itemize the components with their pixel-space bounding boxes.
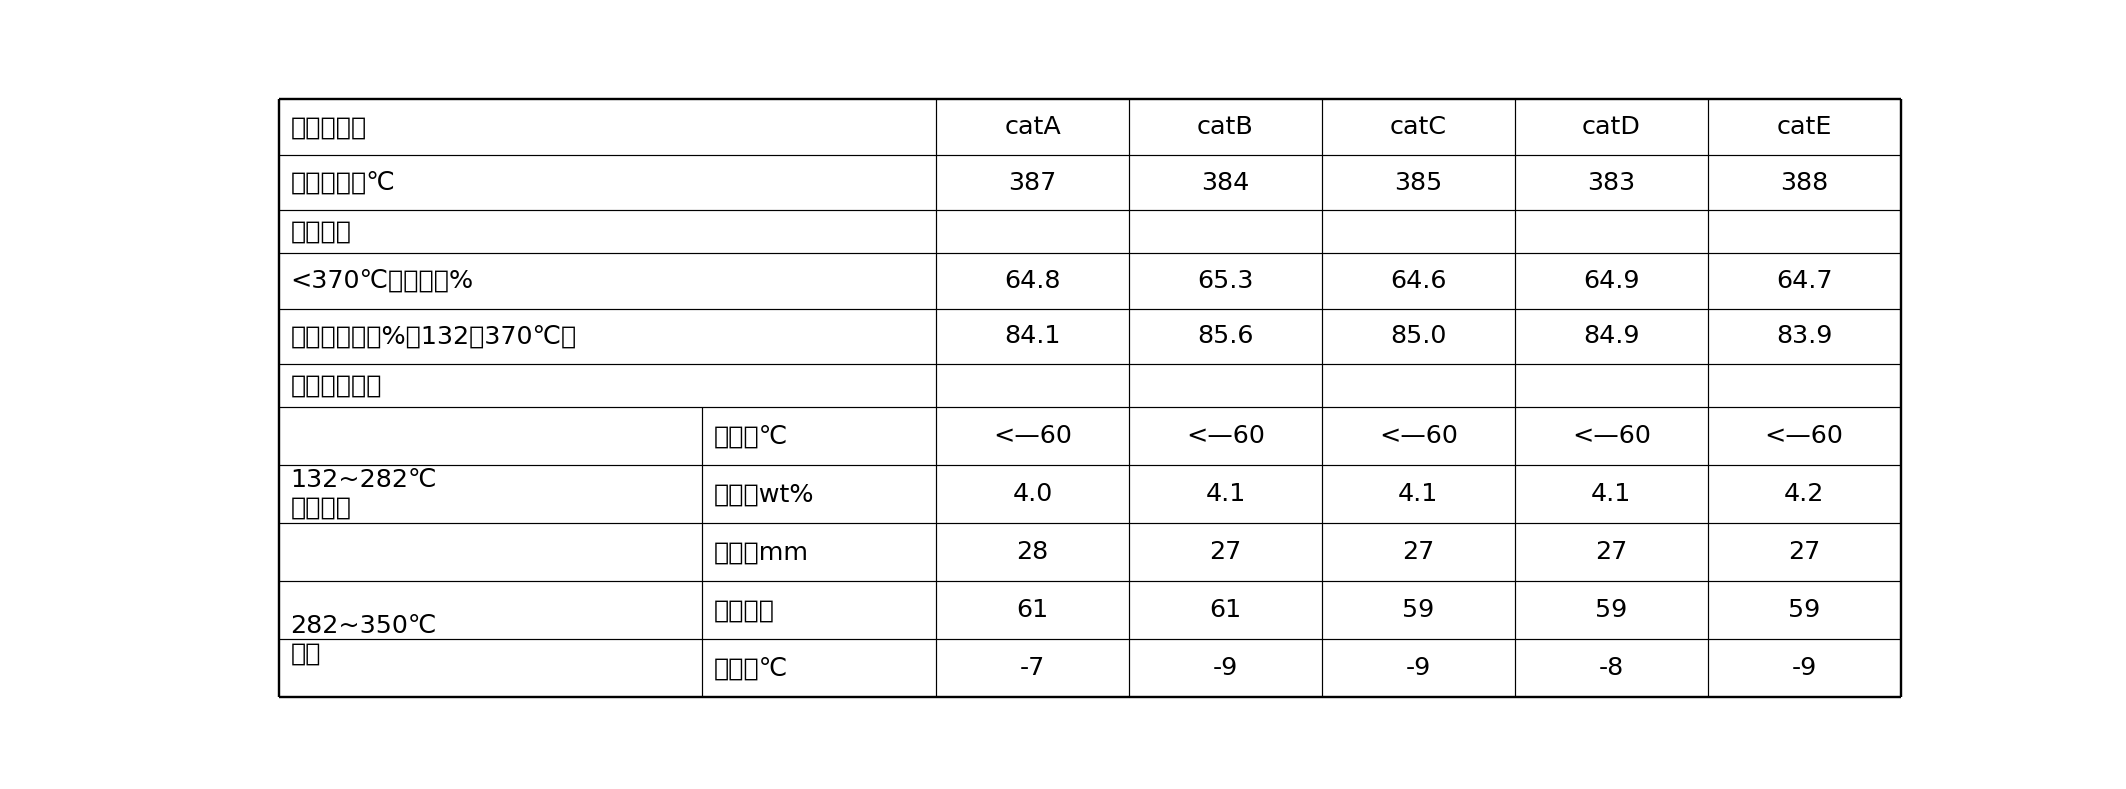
Text: 61: 61 xyxy=(1210,598,1242,623)
Text: 产品分布: 产品分布 xyxy=(291,219,351,244)
Text: <370℃转化率，%: <370℃转化率，% xyxy=(291,269,474,293)
Text: 28: 28 xyxy=(1016,540,1048,564)
Text: <—60: <—60 xyxy=(1765,424,1843,448)
Text: 4.1: 4.1 xyxy=(1399,482,1439,506)
Text: <—60: <—60 xyxy=(1378,424,1458,448)
Text: 84.1: 84.1 xyxy=(1003,324,1061,348)
Text: 冰点，℃: 冰点，℃ xyxy=(714,424,789,448)
Text: catA: catA xyxy=(1003,115,1061,139)
Text: 84.9: 84.9 xyxy=(1582,324,1639,348)
Text: catC: catC xyxy=(1390,115,1446,139)
Text: 凝点，℃: 凝点，℃ xyxy=(714,656,789,680)
Text: -9: -9 xyxy=(1212,656,1237,680)
Text: 384: 384 xyxy=(1201,170,1250,195)
Text: 64.9: 64.9 xyxy=(1582,269,1639,293)
Text: 64.8: 64.8 xyxy=(1003,269,1061,293)
Text: catB: catB xyxy=(1197,115,1254,139)
Text: 27: 27 xyxy=(1788,540,1820,564)
Text: 芳烃，wt%: 芳烃，wt% xyxy=(714,482,814,506)
Text: 4.1: 4.1 xyxy=(1590,482,1631,506)
Text: 85.6: 85.6 xyxy=(1197,324,1254,348)
Text: -7: -7 xyxy=(1020,656,1046,680)
Text: 64.7: 64.7 xyxy=(1775,269,1833,293)
Text: <—60: <—60 xyxy=(1186,424,1265,448)
Text: 催化剂编号: 催化剂编号 xyxy=(291,115,366,139)
Text: 主要产品性质: 主要产品性质 xyxy=(291,373,383,398)
Text: 83.9: 83.9 xyxy=(1775,324,1833,348)
Text: 4.0: 4.0 xyxy=(1012,482,1052,506)
Text: <—60: <—60 xyxy=(993,424,1072,448)
Text: 385: 385 xyxy=(1395,170,1441,195)
Text: 4.2: 4.2 xyxy=(1784,482,1824,506)
Text: 4.1: 4.1 xyxy=(1205,482,1246,506)
Text: 65.3: 65.3 xyxy=(1197,269,1254,293)
Text: 27: 27 xyxy=(1401,540,1435,564)
Text: 85.0: 85.0 xyxy=(1390,324,1446,348)
Text: catD: catD xyxy=(1582,115,1641,139)
Text: 27: 27 xyxy=(1210,540,1242,564)
Text: -8: -8 xyxy=(1599,656,1624,680)
Text: 61: 61 xyxy=(1016,598,1048,623)
Text: 282~350℃
柴油: 282~350℃ 柴油 xyxy=(291,613,436,665)
Text: 388: 388 xyxy=(1779,170,1828,195)
Text: -9: -9 xyxy=(1792,656,1816,680)
Text: 59: 59 xyxy=(1401,598,1435,623)
Text: 反应温度，℃: 反应温度，℃ xyxy=(291,170,395,195)
Text: 132~282℃
喷气燃料: 132~282℃ 喷气燃料 xyxy=(291,468,438,520)
Text: 中油选择性，%（132～370℃）: 中油选择性，%（132～370℃） xyxy=(291,324,576,348)
Text: 27: 27 xyxy=(1594,540,1626,564)
Text: 383: 383 xyxy=(1586,170,1635,195)
Text: catE: catE xyxy=(1775,115,1830,139)
Text: 64.6: 64.6 xyxy=(1390,269,1446,293)
Text: 十六烷值: 十六烷值 xyxy=(714,598,774,623)
Text: 59: 59 xyxy=(1788,598,1820,623)
Text: 387: 387 xyxy=(1008,170,1057,195)
Text: 59: 59 xyxy=(1594,598,1626,623)
Text: 烟点，mm: 烟点，mm xyxy=(714,540,808,564)
Text: <—60: <—60 xyxy=(1571,424,1650,448)
Text: -9: -9 xyxy=(1405,656,1431,680)
